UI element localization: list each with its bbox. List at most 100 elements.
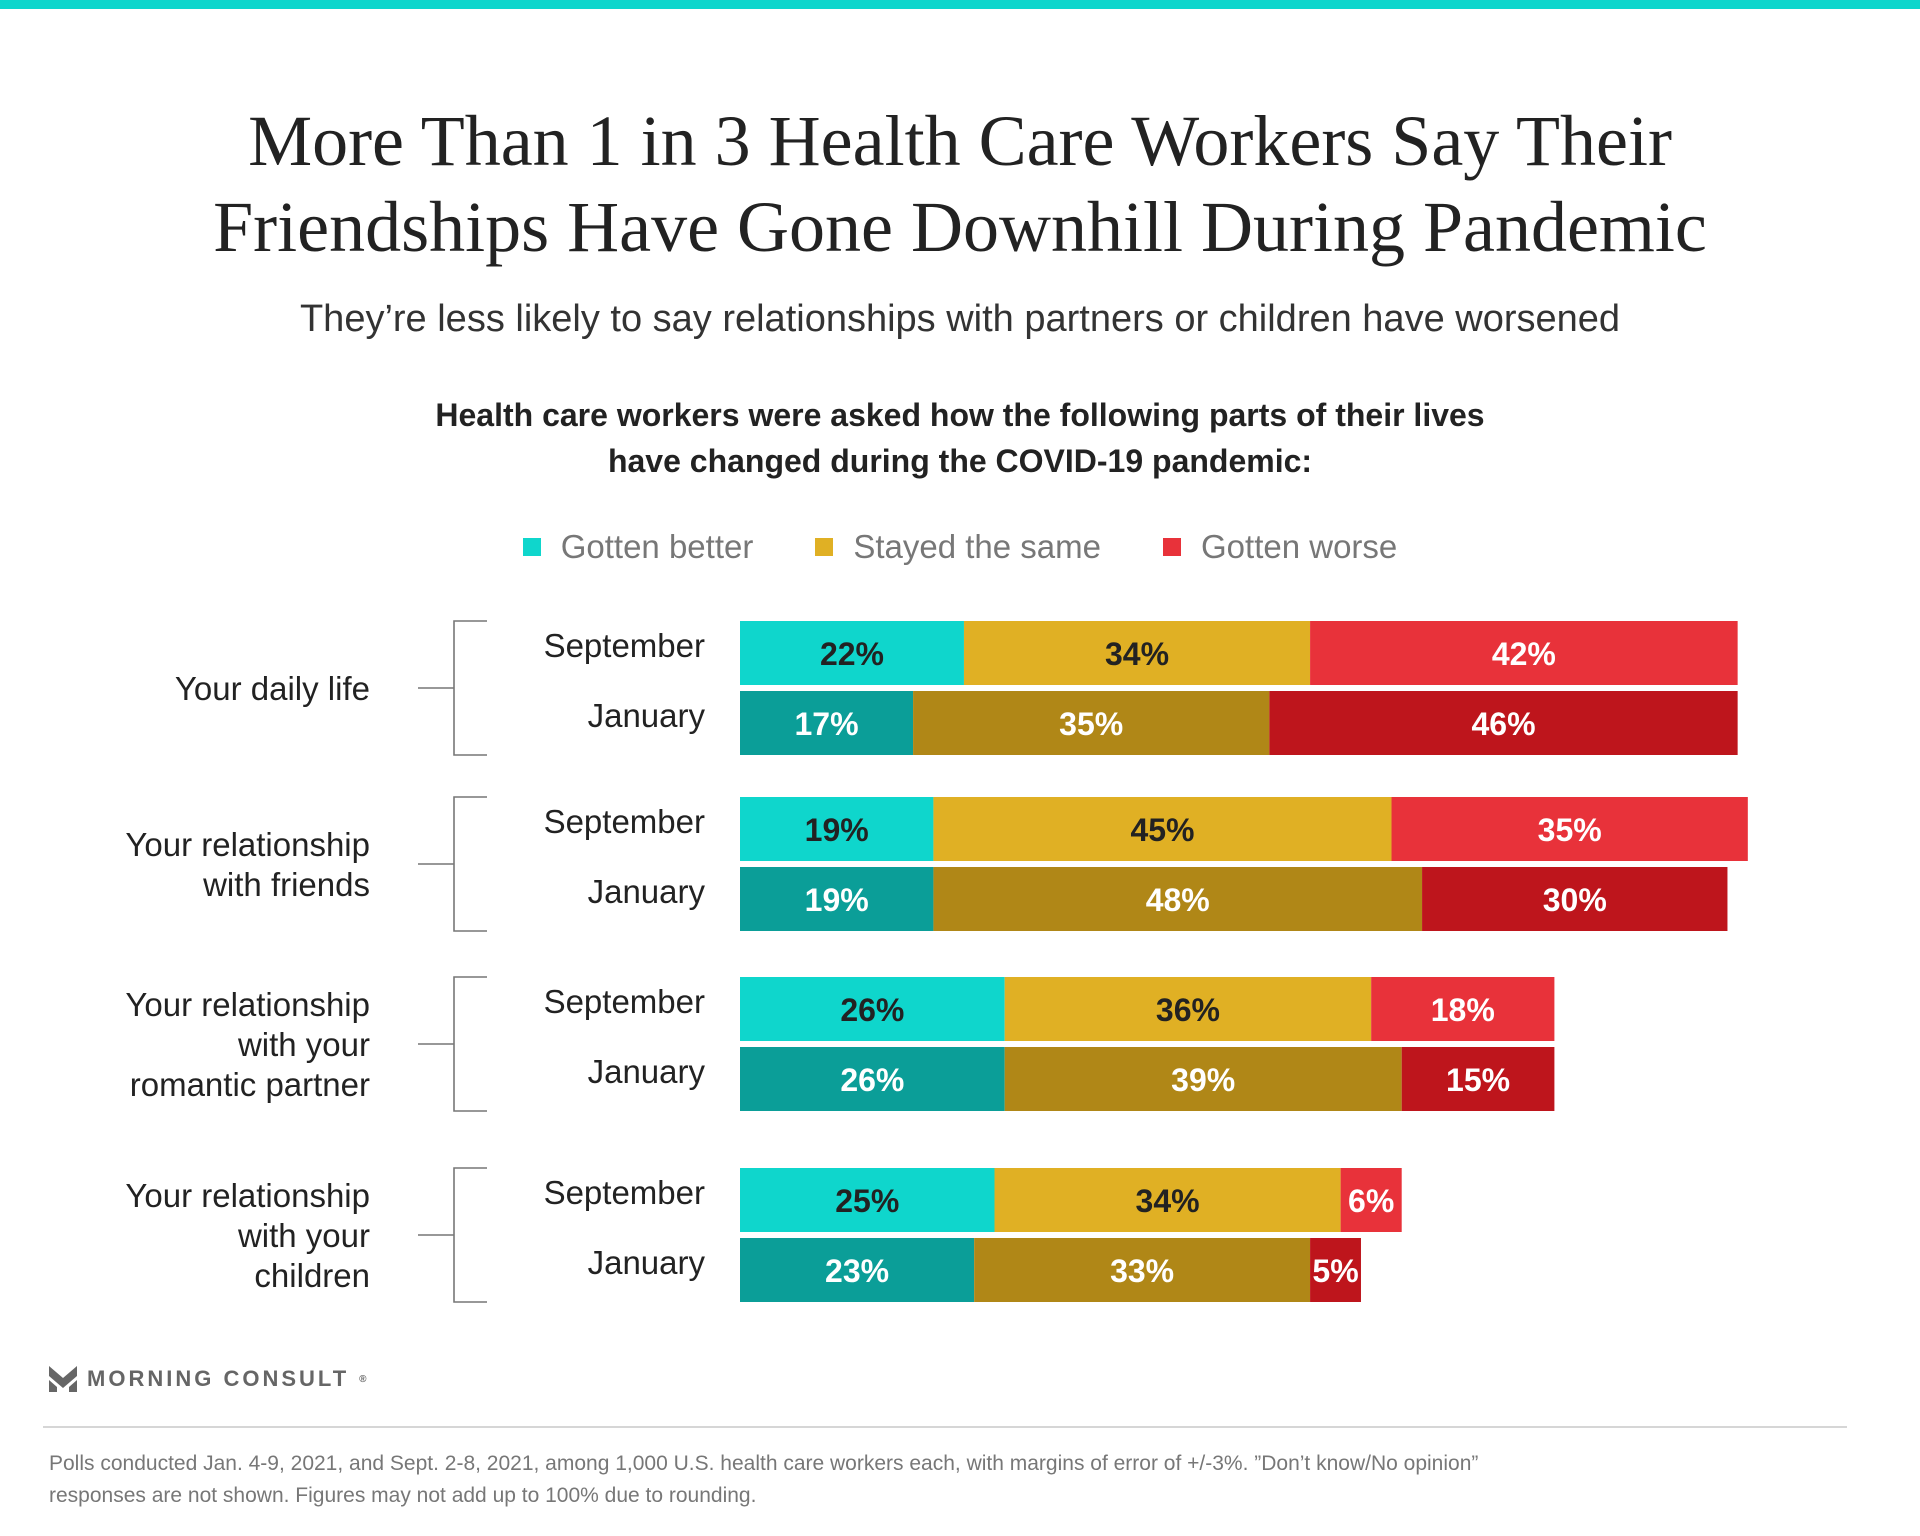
legend-swatch-better bbox=[522, 538, 541, 556]
footnote-line-1: Polls conducted Jan. 4-9, 2021, and Sept… bbox=[49, 1452, 1479, 1475]
legend-label-same: Stayed the same bbox=[853, 528, 1101, 565]
top-accent-bar bbox=[0, 0, 1920, 9]
data-label: 19% bbox=[805, 882, 869, 918]
legend-item-worse: Gotten worse bbox=[1163, 528, 1397, 566]
bar-segment-better bbox=[740, 621, 964, 685]
title-line-2: Friendships Have Gone Downhill During Pa… bbox=[213, 187, 1707, 267]
category-label: with friends bbox=[202, 866, 370, 903]
data-label: 18% bbox=[1431, 992, 1495, 1028]
legend-swatch-worse bbox=[1163, 538, 1181, 556]
bar-segment-worse bbox=[1422, 867, 1728, 931]
bar-segment-better bbox=[740, 1047, 1005, 1111]
bar-segment-same bbox=[1004, 1047, 1402, 1111]
data-label: 6% bbox=[1348, 1183, 1394, 1219]
category-label: Your daily life bbox=[175, 670, 370, 707]
data-label: 15% bbox=[1446, 1062, 1510, 1098]
morning-consult-logo: MORNING CONSULT ® bbox=[49, 1366, 367, 1392]
group-bracket bbox=[418, 976, 487, 1112]
group-bracket bbox=[418, 1167, 487, 1303]
data-label: 45% bbox=[1130, 812, 1194, 848]
data-label: 39% bbox=[1171, 1062, 1235, 1098]
group-bracket bbox=[418, 796, 487, 932]
bar-segment-same bbox=[913, 691, 1270, 755]
question-line-2: have changed during the COVID-19 pandemi… bbox=[607, 443, 1313, 479]
data-label: 34% bbox=[1105, 636, 1169, 672]
bar-segment-same bbox=[933, 797, 1392, 861]
category-label: Your relationship bbox=[125, 826, 370, 863]
data-label: 26% bbox=[840, 1062, 904, 1098]
data-label: 34% bbox=[1136, 1183, 1200, 1219]
bar-segment-better bbox=[740, 797, 934, 861]
group-bracket bbox=[418, 620, 487, 756]
data-label: 36% bbox=[1156, 992, 1220, 1028]
data-label: 5% bbox=[1312, 1253, 1358, 1289]
period-label: September bbox=[544, 627, 705, 664]
bar-segment-same bbox=[963, 621, 1311, 685]
period-label: January bbox=[588, 697, 706, 734]
bar-segment-better bbox=[740, 1238, 975, 1302]
bar-segment-worse bbox=[1310, 621, 1738, 685]
category-label: with your bbox=[237, 1217, 370, 1254]
data-label: 17% bbox=[795, 706, 859, 742]
registered-mark: ® bbox=[359, 1373, 367, 1385]
title-line-1: More Than 1 in 3 Health Care Workers Say… bbox=[248, 101, 1672, 181]
legend-label-better: Gotten better bbox=[560, 528, 754, 565]
bar-segment-same bbox=[933, 867, 1423, 931]
category-label: children bbox=[254, 1257, 370, 1294]
legend-item-same: Stayed the same bbox=[815, 528, 1101, 566]
bar-segment-worse bbox=[1391, 797, 1748, 861]
data-label: 35% bbox=[1538, 812, 1602, 848]
bar-segment-same bbox=[974, 1238, 1311, 1302]
bar-segment-worse bbox=[1269, 691, 1738, 755]
category-label: Your relationship bbox=[125, 986, 370, 1023]
brand-name: MORNING CONSULT bbox=[87, 1366, 350, 1391]
question-heading: Health care workers were asked how the f… bbox=[0, 392, 1920, 484]
legend: Gotten better Stayed the same Gotten wor… bbox=[0, 528, 1920, 566]
data-label: 25% bbox=[835, 1183, 899, 1219]
period-label: September bbox=[544, 803, 705, 840]
footer-divider bbox=[43, 1426, 1847, 1428]
data-label: 19% bbox=[805, 812, 869, 848]
data-label: 30% bbox=[1543, 882, 1607, 918]
bar-group: Your daily life September 22% 34% 42% January… bbox=[175, 620, 1738, 756]
category-label: Your relationship bbox=[125, 1177, 370, 1214]
data-label: 48% bbox=[1146, 882, 1210, 918]
stacked-bar-chart: Your daily life September 22% 34% 42% January… bbox=[125, 620, 1748, 1303]
data-label: 22% bbox=[820, 636, 884, 672]
question-line-1: Health care workers were asked how the f… bbox=[435, 397, 1485, 433]
chart-title: More Than 1 in 3 Health Care Workers Say… bbox=[0, 98, 1920, 270]
category-label: romantic partner bbox=[130, 1066, 370, 1103]
chart-subtitle: They’re less likely to say relationships… bbox=[299, 298, 1621, 340]
legend-item-better: Gotten better bbox=[522, 528, 754, 566]
bar-segment-better bbox=[740, 977, 1005, 1041]
legend-swatch-same bbox=[815, 538, 834, 556]
bar-segment-same bbox=[994, 1168, 1341, 1232]
bar-segment-worse bbox=[1310, 1238, 1361, 1302]
chevron-logo-icon bbox=[49, 1366, 77, 1392]
period-label: January bbox=[588, 873, 706, 910]
data-label: 26% bbox=[840, 992, 904, 1028]
period-label: January bbox=[588, 1053, 706, 1090]
bar-segment-better bbox=[740, 867, 934, 931]
bar-segment-worse bbox=[1371, 977, 1555, 1041]
bar-segment-better bbox=[740, 1168, 995, 1232]
data-label: 23% bbox=[825, 1253, 889, 1289]
bar-segment-worse bbox=[1401, 1047, 1555, 1111]
data-label: 33% bbox=[1110, 1253, 1174, 1289]
bar-segment-worse bbox=[1340, 1168, 1402, 1232]
category-label: with your bbox=[237, 1026, 370, 1063]
data-label: 42% bbox=[1492, 636, 1556, 672]
footnote: Polls conducted Jan. 4-9, 2021, and Sept… bbox=[49, 1448, 1869, 1512]
legend-label-worse: Gotten worse bbox=[1201, 528, 1398, 565]
data-label: 35% bbox=[1059, 706, 1123, 742]
data-label: 46% bbox=[1471, 706, 1535, 742]
period-label: September bbox=[544, 1174, 705, 1211]
footnote-line-2: responses are not shown. Figures may not… bbox=[49, 1484, 757, 1507]
bar-segment-better bbox=[740, 691, 914, 755]
period-label: September bbox=[544, 983, 705, 1020]
period-label: January bbox=[588, 1244, 706, 1281]
bar-segment-same bbox=[1004, 977, 1372, 1041]
